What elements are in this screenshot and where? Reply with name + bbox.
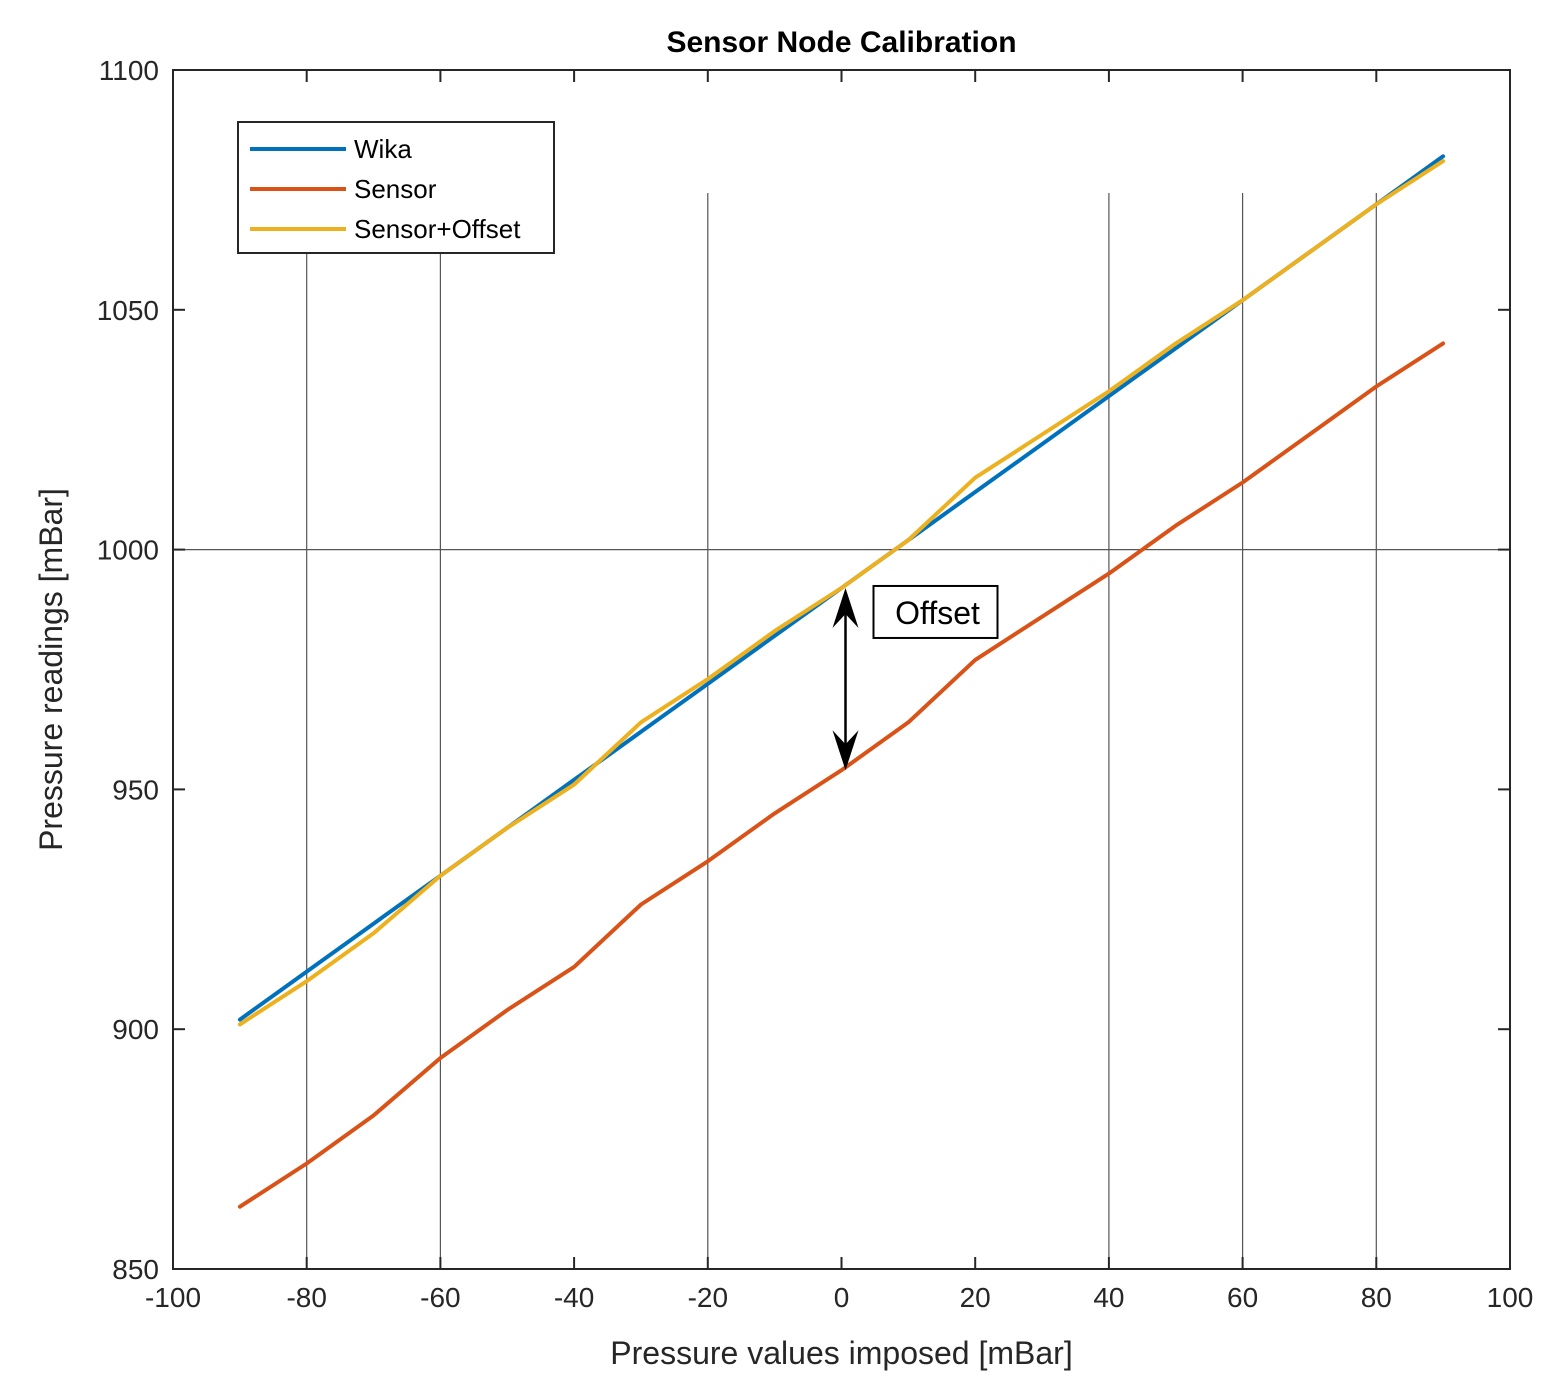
offset-label-box	[872, 584, 999, 639]
y-tick-label: 1000	[97, 535, 159, 566]
y-axis-label: Pressure readings [mBar]	[33, 488, 69, 851]
offset-label: Offset	[895, 595, 980, 631]
reference-lines	[173, 193, 1510, 1269]
x-tick-label: 0	[834, 1282, 850, 1313]
x-axis-label: Pressure values imposed [mBar]	[610, 1335, 1072, 1371]
x-tick-label: 60	[1227, 1282, 1258, 1313]
series-line-sensor-offset	[237, 159, 1446, 1027]
legend-entry: Sensor	[354, 174, 437, 204]
y-tick-labels: 850 900 950 1000 1050 1100	[97, 55, 159, 1285]
x-tick-label: -60	[420, 1282, 460, 1313]
chart-title: Sensor Node Calibration	[666, 26, 1016, 59]
series-line-sensor	[237, 341, 1446, 1209]
x-tick-label: -80	[286, 1282, 326, 1313]
x-tick-label: 100	[1487, 1282, 1534, 1313]
x-tick-label: -100	[145, 1282, 201, 1313]
x-tick-labels: -100 -80 -60 -40 -20 0 20 40 60 80 100	[145, 1282, 1533, 1313]
offset-arrow-head-up	[832, 587, 859, 628]
x-tick-label: -40	[554, 1282, 594, 1313]
legend-entry: Sensor+Offset	[354, 214, 521, 244]
y-tick-label: 950	[112, 774, 159, 805]
x-tick-label: 40	[1093, 1282, 1124, 1313]
offset-annotation: Offset	[832, 584, 999, 771]
y-tick-label: 1100	[99, 55, 159, 86]
legend-entry: Wika	[354, 134, 412, 164]
y-tick-label: 900	[112, 1014, 159, 1045]
x-tick-label: 20	[960, 1282, 991, 1313]
y-tick-label: 850	[112, 1254, 159, 1285]
legend: Wika Sensor Sensor+Offset	[237, 121, 555, 254]
series-lines	[237, 154, 1446, 1209]
x-tick-label: 80	[1361, 1282, 1392, 1313]
axis-ticks	[172, 69, 1511, 1270]
offset-arrow-head-down	[832, 730, 859, 771]
y-tick-label: 1050	[97, 295, 159, 326]
x-tick-label: -20	[688, 1282, 728, 1313]
